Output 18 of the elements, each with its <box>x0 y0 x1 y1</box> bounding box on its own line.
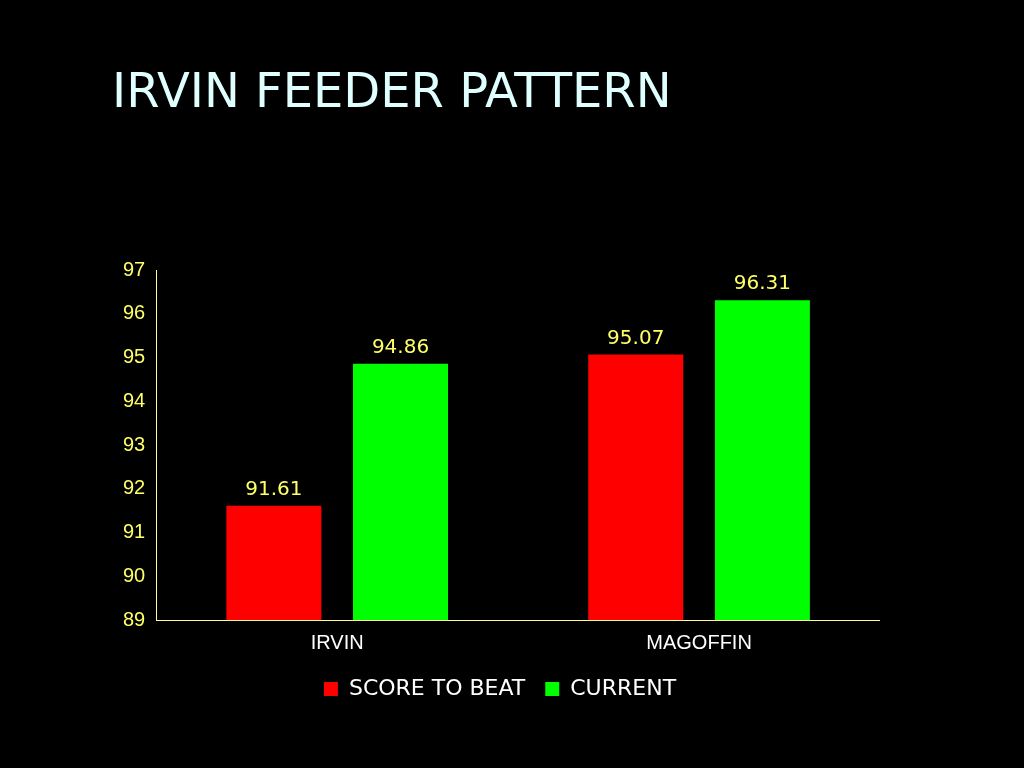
legend-label: CURRENT <box>570 674 677 700</box>
y-tick-label: 97 <box>123 257 146 280</box>
y-tick-label: 89 <box>123 607 146 630</box>
data-label: 95.07 <box>607 324 665 349</box>
data-label: 94.86 <box>371 333 430 358</box>
x-tick-label: MAGOFFIN <box>646 630 752 653</box>
y-tick-label: 91 <box>123 520 146 543</box>
y-tick-label: 93 <box>123 432 146 455</box>
chart-title: IRVIN FEEDER PATTERN <box>112 62 672 118</box>
x-tick-label: IRVIN <box>310 630 364 653</box>
y-tick-label: 92 <box>123 476 146 499</box>
y-tick-label: 90 <box>123 563 146 586</box>
data-label: 96.31 <box>733 270 792 295</box>
legend-label: SCORE TO BEAT <box>348 674 526 700</box>
y-tick-label: 95 <box>123 345 146 368</box>
data-label: 91.61 <box>245 476 303 501</box>
y-tick-label: 96 <box>123 301 146 324</box>
y-tick-label: 94 <box>123 388 146 411</box>
